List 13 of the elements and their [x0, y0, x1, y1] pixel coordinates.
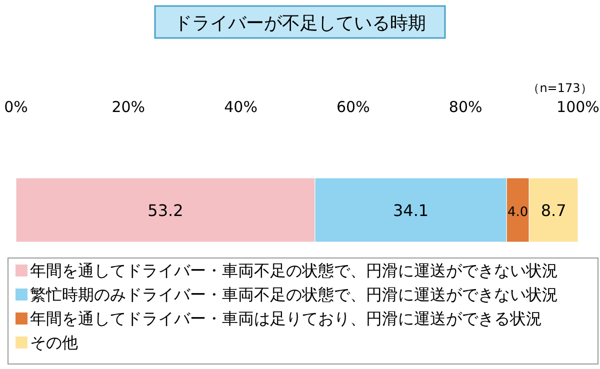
data-label: 4.0: [508, 205, 528, 220]
chart-title: ドライバーが不足している時期: [174, 13, 426, 34]
text: （n=173）: [528, 81, 592, 95]
x-tick-label: 20%: [112, 98, 146, 116]
x-tick-label: 100%: [556, 98, 600, 116]
data-label: 8.7: [540, 201, 566, 220]
data-label: 34.1: [392, 201, 429, 220]
legend-label: その他: [30, 333, 78, 352]
x-tick-label: 80%: [448, 98, 482, 116]
x-tick-label: 40%: [224, 98, 258, 116]
x-tick-label: 60%: [336, 98, 370, 116]
x-tick-label: 0%: [4, 98, 28, 116]
data-label: 53.2: [148, 201, 184, 220]
